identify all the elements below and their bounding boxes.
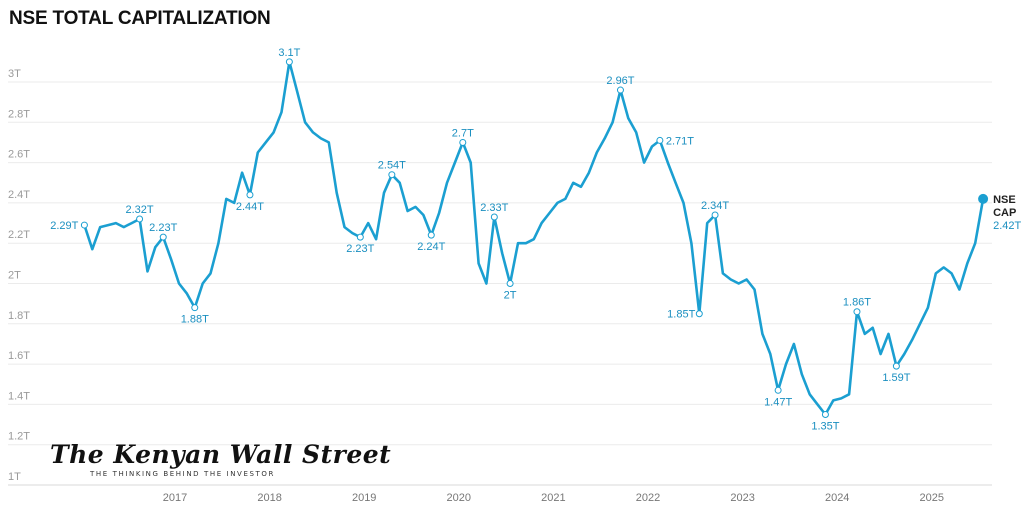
annotation-label: 1.86T <box>843 297 871 309</box>
annotation-marker <box>853 308 861 316</box>
y-tick-label: 2T <box>8 270 21 282</box>
y-tick-label: 1T <box>8 471 21 483</box>
annotation-label: 1.85T <box>667 309 695 321</box>
annotation-marker <box>80 221 88 229</box>
x-tick-label: 2019 <box>352 492 376 504</box>
y-tick-label: 1.4T <box>8 390 30 402</box>
annotation-label: 1.47T <box>764 396 792 408</box>
annotation-label: 2.32T <box>126 204 154 216</box>
y-tick-label: 1.2T <box>8 431 30 443</box>
annotation-marker <box>191 304 199 312</box>
series-name-label: CAP <box>993 207 1016 219</box>
annotation-marker <box>892 362 900 370</box>
annotation-marker <box>490 213 498 221</box>
annotation-marker <box>459 138 467 146</box>
x-tick-label: 2025 <box>920 492 944 504</box>
y-tick-label: 2.6T <box>8 149 30 161</box>
series-name-label: NSE <box>993 194 1016 206</box>
annotation-label: 1.88T <box>181 314 209 326</box>
x-tick-label: 2020 <box>447 492 471 504</box>
series-line-nse-cap <box>83 60 985 416</box>
chart-title: NSE TOTAL CAPITALIZATION <box>9 8 271 29</box>
annotation-marker <box>159 233 167 241</box>
x-tick-label: 2024 <box>825 492 849 504</box>
y-tick-label: 3T <box>8 68 21 80</box>
x-tick-label: 2018 <box>257 492 281 504</box>
annotation-marker <box>821 410 829 418</box>
publisher-logo: The Kenyan Wall Street THE THINKING BEHI… <box>50 440 391 478</box>
annotation-label: 2.44T <box>236 201 264 213</box>
y-tick-label: 2.4T <box>8 189 30 201</box>
annotation-label: 1.35T <box>811 420 839 432</box>
annotation-marker <box>656 136 664 144</box>
annotation-label: 2.71T <box>666 135 694 147</box>
annotation-marker <box>616 86 624 94</box>
annotation-marker <box>388 171 396 179</box>
x-tick-label: 2017 <box>163 492 187 504</box>
annotation-label: 2.96T <box>606 75 634 87</box>
series-end-marker <box>978 193 989 204</box>
x-tick-label: 2023 <box>730 492 754 504</box>
annotation-label: 2.24T <box>417 241 445 253</box>
annotation-marker <box>427 231 435 239</box>
y-tick-label: 1.8T <box>8 310 30 322</box>
annotation-label: 2.7T <box>452 127 474 139</box>
annotation-label: 3.1T <box>278 47 300 59</box>
x-tick-label: 2021 <box>541 492 565 504</box>
y-tick-label: 2.8T <box>8 108 30 120</box>
annotation-marker <box>246 191 254 199</box>
annotation-label: 2.54T <box>378 160 406 172</box>
annotation-marker <box>506 280 514 287</box>
y-tick-label: 2.2T <box>8 229 30 241</box>
logo-tagline: THE THINKING BEHIND THE INVESTOR <box>90 470 275 478</box>
annotation-label: 2.23T <box>346 243 374 255</box>
logo-name: The Kenyan Wall Street <box>50 440 392 469</box>
annotation-marker <box>711 211 719 219</box>
annotation-label: 2T <box>504 290 517 302</box>
annotation-marker <box>774 386 782 394</box>
annotation-label: 2.23T <box>149 222 177 234</box>
annotation-marker <box>695 310 703 318</box>
annotation-marker <box>285 58 293 66</box>
annotation-marker <box>136 215 144 223</box>
annotation-label: 2.34T <box>701 200 729 212</box>
x-tick-label: 2022 <box>636 492 660 504</box>
y-tick-label: 1.6T <box>8 350 30 362</box>
annotation-label: 2.33T <box>480 202 508 214</box>
annotation-marker <box>356 233 364 241</box>
annotation-label: 1.59T <box>882 372 910 384</box>
series-end-value-label: 2.42T <box>993 220 1021 232</box>
annotation-label: 2.29T <box>50 220 78 232</box>
